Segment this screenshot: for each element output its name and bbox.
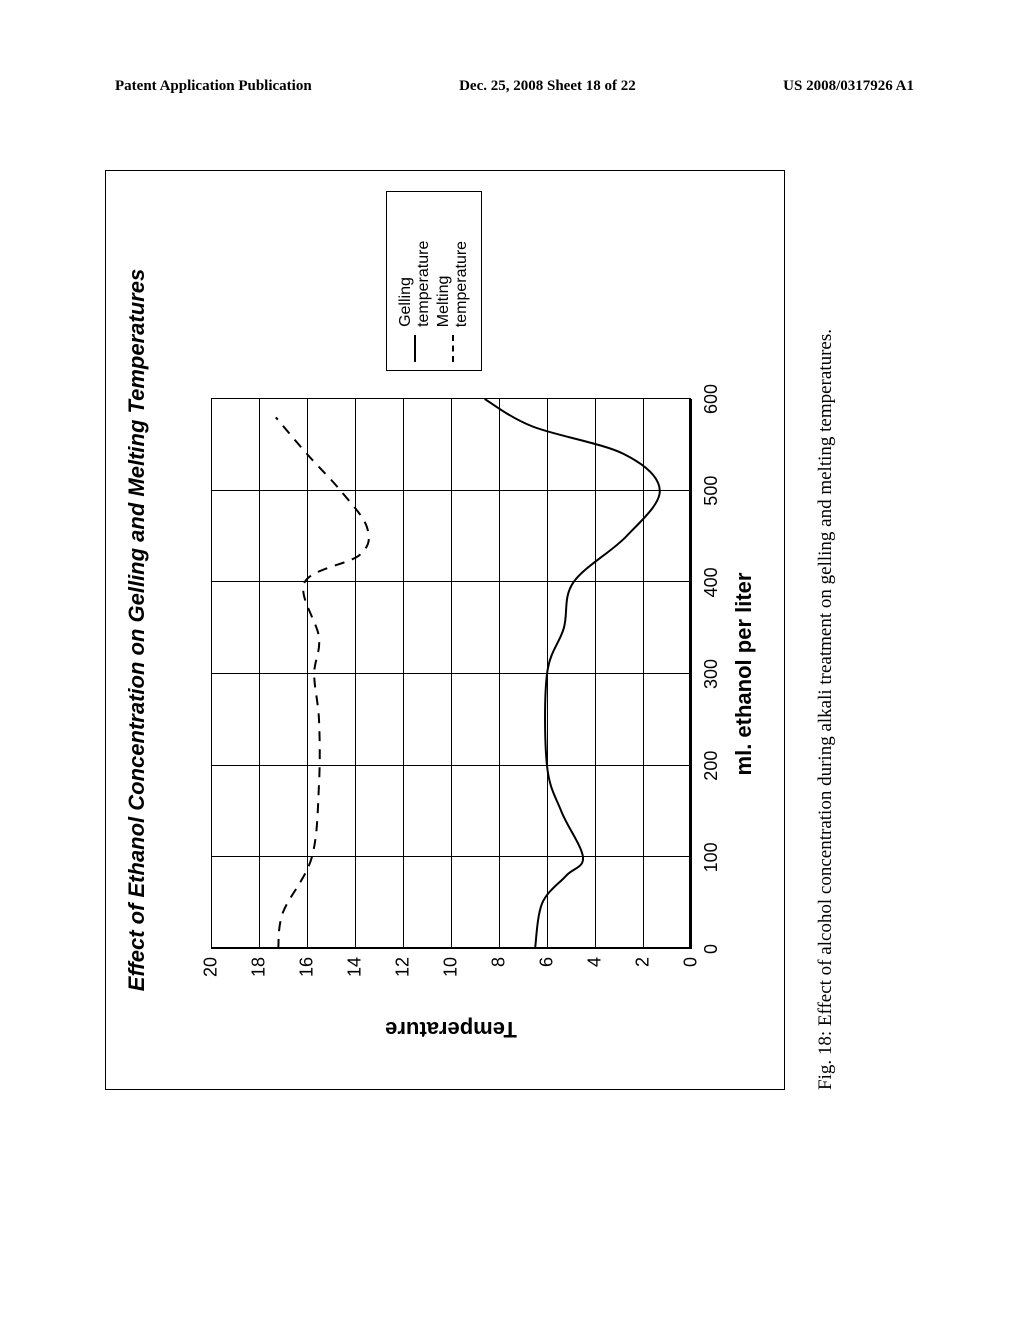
legend-item-gelling: Gelling temperature [397, 200, 433, 362]
x-axis-label: ml. ethanol per liter [731, 399, 757, 949]
chart-outer-box: Effect of Ethanol Concentration on Gelli… [105, 170, 785, 1090]
page-header: Patent Application Publication Dec. 25, … [115, 78, 914, 95]
y-tick-label: 18 [249, 957, 270, 997]
figure-inner: Effect of Ethanol Concentration on Gelli… [105, 170, 915, 1090]
x-tick-label: 600 [701, 384, 722, 414]
x-tick-label: 400 [701, 567, 722, 597]
legend-item-melting: Melting temperature [435, 200, 471, 362]
y-axis [211, 947, 691, 949]
gridline-h [259, 399, 260, 949]
legend-label: Gelling temperature [397, 200, 433, 327]
header-center: Dec. 25, 2008 Sheet 18 of 22 [459, 78, 636, 95]
legend: Gelling temperature Melting temperature [386, 191, 482, 371]
legend-swatch-solid [414, 335, 416, 362]
x-axis [689, 399, 691, 949]
x-tick-label: 300 [701, 659, 722, 689]
legend-label: Melting temperature [435, 200, 471, 327]
gridline-h [451, 399, 452, 949]
x-tick-label: 0 [701, 944, 722, 954]
y-tick-label: 16 [297, 957, 318, 997]
y-tick-label: 10 [441, 957, 462, 997]
gridline-h [547, 399, 548, 949]
y-tick-label: 8 [489, 957, 510, 997]
y-tick-label: 4 [585, 957, 606, 997]
gridline-h [307, 399, 308, 949]
gridline-h [403, 399, 404, 949]
figure-caption: Fig. 18: Effect of alcohol concentration… [815, 170, 837, 1090]
y-tick-label: 12 [393, 957, 414, 997]
header-left: Patent Application Publication [115, 78, 312, 95]
plot-area [211, 399, 691, 949]
x-tick-label: 100 [701, 842, 722, 872]
chart-title: Effect of Ethanol Concentration on Gelli… [124, 171, 150, 1089]
x-tick-label: 500 [701, 476, 722, 506]
gridline-h [355, 399, 356, 949]
figure-rotated-container: Effect of Ethanol Concentration on Gelli… [50, 225, 970, 1035]
gridline-h [595, 399, 596, 949]
gridline-h [211, 399, 212, 949]
gridline-h [643, 399, 644, 949]
gridline-h [499, 399, 500, 949]
legend-swatch-dashed [452, 335, 454, 362]
x-tick-label: 200 [701, 751, 722, 781]
y-axis-label: Temperature [385, 1016, 517, 1042]
y-tick-label: 14 [345, 957, 366, 997]
y-tick-label: 0 [681, 957, 702, 997]
y-tick-label: 6 [537, 957, 558, 997]
y-tick-label: 2 [633, 957, 654, 997]
series-gelling-temperature [485, 399, 660, 949]
gridline-h [691, 399, 692, 949]
y-tick-label: 20 [201, 957, 222, 997]
header-right: US 2008/0317926 A1 [783, 78, 914, 95]
